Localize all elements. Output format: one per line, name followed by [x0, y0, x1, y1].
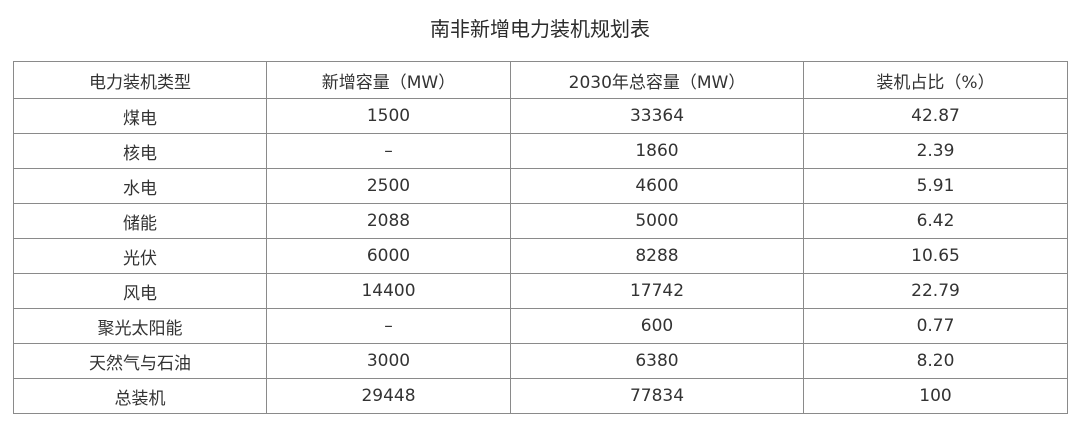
cell-share: 42.87	[803, 98, 1068, 134]
table-container: 电力装机类型 新增容量（MW） 2030年总容量（MW） 装机占比（%） 煤电 …	[13, 61, 1068, 414]
cell-share: 5.91	[803, 168, 1068, 204]
table-row: 水电 2500 4600 5.91	[13, 168, 1068, 204]
cell-2030-capacity: 4600	[510, 168, 804, 204]
cell-share: 22.79	[803, 273, 1068, 309]
table-row-total: 总装机 29448 77834 100	[13, 378, 1068, 414]
table-row: 聚光太阳能 – 600 0.77	[13, 308, 1068, 344]
cell-new-capacity: 1500	[266, 98, 511, 134]
cell-2030-capacity: 5000	[510, 203, 804, 239]
cell-2030-capacity: 8288	[510, 238, 804, 274]
cell-type: 储能	[13, 203, 267, 239]
table-row: 天然气与石油 3000 6380 8.20	[13, 343, 1068, 379]
table-row: 光伏 6000 8288 10.65	[13, 238, 1068, 274]
cell-type: 水电	[13, 168, 267, 204]
cell-2030-capacity: 6380	[510, 343, 804, 379]
cell-share: 10.65	[803, 238, 1068, 274]
table-row: 核电 – 1860 2.39	[13, 133, 1068, 169]
cell-type: 聚光太阳能	[13, 308, 267, 344]
header-2030-capacity: 2030年总容量（MW）	[510, 61, 804, 99]
cell-new-capacity: 29448	[266, 378, 511, 414]
cell-2030-capacity: 17742	[510, 273, 804, 309]
table-row: 风电 14400 17742 22.79	[13, 273, 1068, 309]
cell-type: 煤电	[13, 98, 267, 134]
cell-share: 6.42	[803, 203, 1068, 239]
header-new-capacity: 新增容量（MW）	[266, 61, 511, 99]
cell-2030-capacity: 1860	[510, 133, 804, 169]
cell-new-capacity: –	[266, 133, 511, 169]
cell-share: 8.20	[803, 343, 1068, 379]
cell-type: 天然气与石油	[13, 343, 267, 379]
table-row: 储能 2088 5000 6.42	[13, 203, 1068, 239]
cell-new-capacity: –	[266, 308, 511, 344]
table-title: 南非新增电力装机规划表	[430, 17, 650, 41]
cell-share: 100	[803, 378, 1068, 414]
cell-new-capacity: 3000	[266, 343, 511, 379]
cell-type: 风电	[13, 273, 267, 309]
header-type: 电力装机类型	[13, 61, 267, 99]
table-header-row: 电力装机类型 新增容量（MW） 2030年总容量（MW） 装机占比（%）	[13, 61, 1068, 99]
cell-new-capacity: 2500	[266, 168, 511, 204]
table-row: 煤电 1500 33364 42.87	[13, 98, 1068, 134]
cell-2030-capacity: 600	[510, 308, 804, 344]
capacity-table: 电力装机类型 新增容量（MW） 2030年总容量（MW） 装机占比（%） 煤电 …	[13, 61, 1068, 414]
cell-new-capacity: 6000	[266, 238, 511, 274]
cell-type: 总装机	[13, 378, 267, 414]
cell-new-capacity: 14400	[266, 273, 511, 309]
cell-share: 0.77	[803, 308, 1068, 344]
cell-share: 2.39	[803, 133, 1068, 169]
cell-type: 核电	[13, 133, 267, 169]
cell-2030-capacity: 77834	[510, 378, 804, 414]
cell-new-capacity: 2088	[266, 203, 511, 239]
header-share: 装机占比（%）	[803, 61, 1068, 99]
cell-type: 光伏	[13, 238, 267, 274]
cell-2030-capacity: 33364	[510, 98, 804, 134]
